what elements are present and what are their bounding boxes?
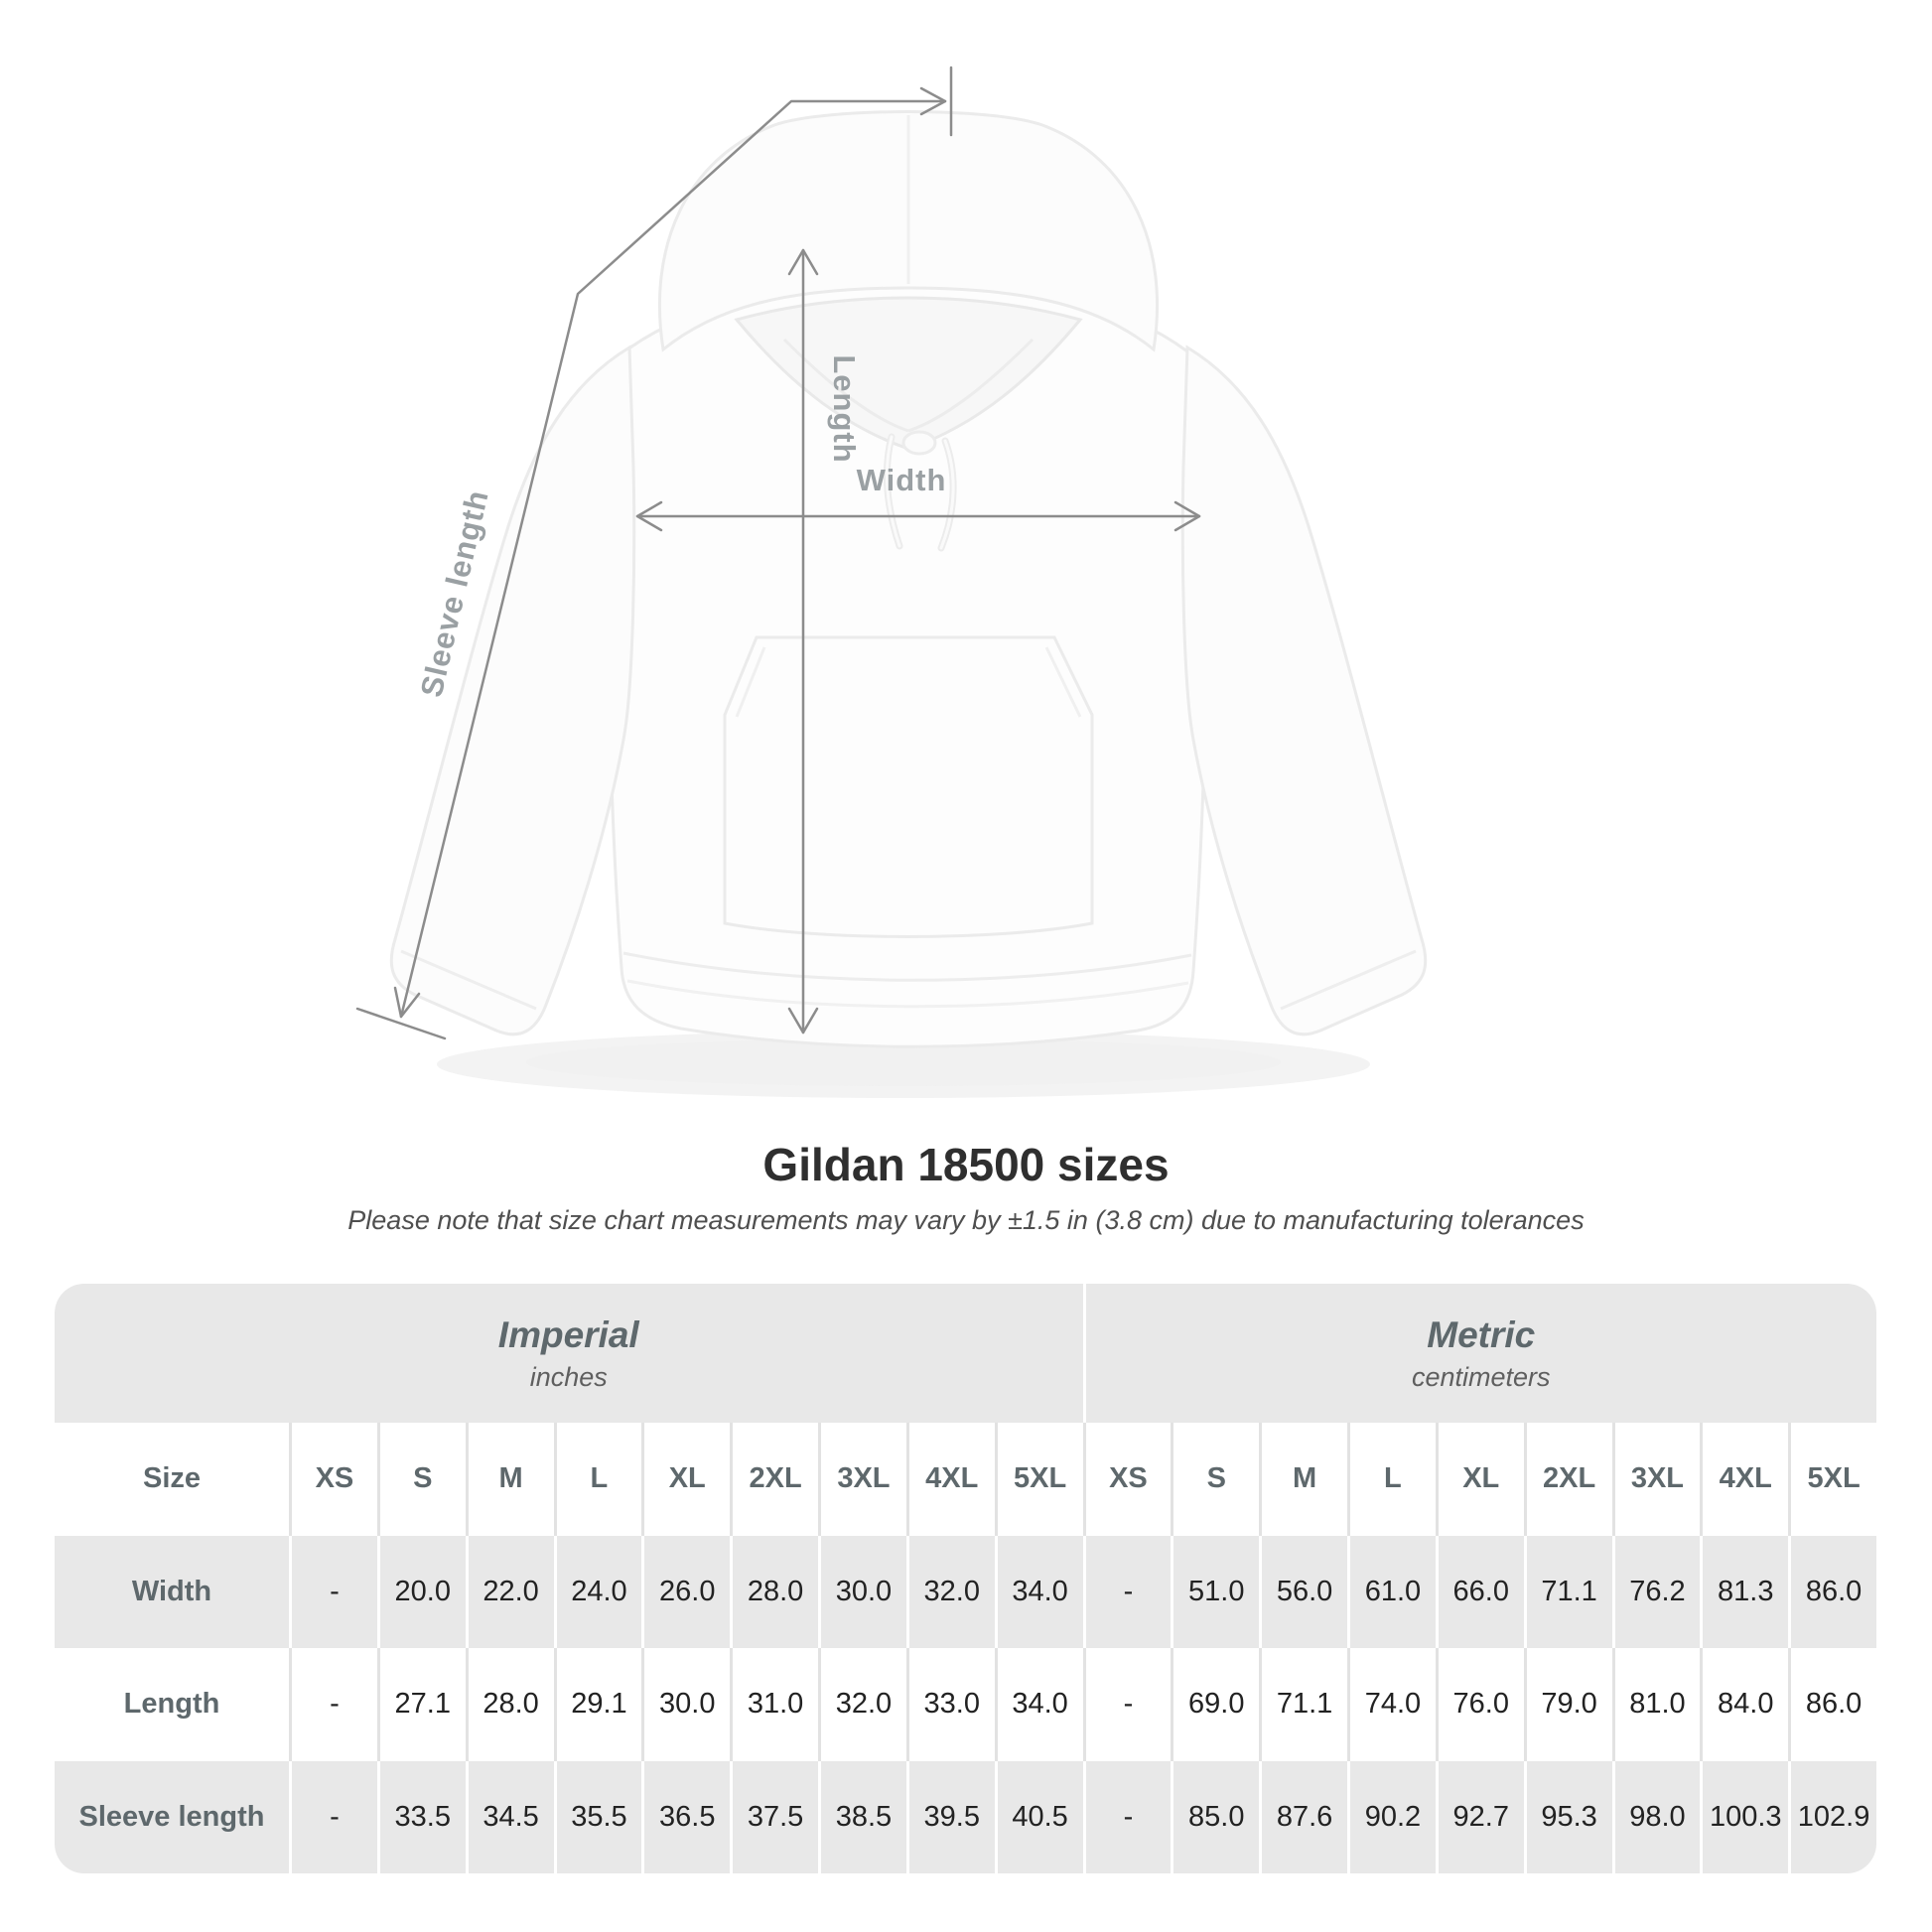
unit-sub: centimeters bbox=[1411, 1361, 1551, 1392]
hoodie-shadow bbox=[437, 1031, 1370, 1098]
size-header-cell: 4XL bbox=[1700, 1423, 1789, 1536]
table-cell: 86.0 bbox=[1788, 1535, 1876, 1648]
table-cell: 38.5 bbox=[818, 1760, 906, 1873]
table-cell: 87.6 bbox=[1259, 1760, 1347, 1873]
unit-header-imperial: Imperial inches bbox=[55, 1284, 1083, 1423]
table-cell: 51.0 bbox=[1171, 1535, 1260, 1648]
table-cell: 22.0 bbox=[465, 1535, 554, 1648]
width-arrow bbox=[635, 500, 1201, 532]
size-header-cell: S bbox=[376, 1423, 466, 1536]
unit-name: Metric bbox=[1427, 1313, 1536, 1355]
table-cell: - bbox=[1082, 1760, 1172, 1873]
table-cell: 81.0 bbox=[1611, 1648, 1701, 1761]
size-header-cell: 2XL bbox=[1523, 1423, 1612, 1536]
table-cell: 61.0 bbox=[1347, 1535, 1436, 1648]
table-cell: 32.0 bbox=[905, 1535, 995, 1648]
width-label: Width bbox=[857, 463, 947, 497]
table-cell: 34.5 bbox=[465, 1760, 554, 1873]
table-cell: 34.0 bbox=[994, 1535, 1083, 1648]
tolerance-note: Please note that size chart measurements… bbox=[347, 1205, 1585, 1235]
row-label-width: Width bbox=[55, 1535, 289, 1648]
measurement-arrows bbox=[355, 66, 1201, 1040]
row-label-sleeve-length: Sleeve length bbox=[55, 1760, 289, 1873]
table-cell: 33.5 bbox=[376, 1760, 466, 1873]
table-cell: 102.9 bbox=[1788, 1760, 1876, 1873]
size-header-cell: L bbox=[553, 1423, 642, 1536]
table-cell: 98.0 bbox=[1611, 1760, 1701, 1873]
table-cell: 40.5 bbox=[994, 1760, 1083, 1873]
size-table: Imperial inches Metric centimeters Size … bbox=[55, 1284, 1876, 1873]
table-cell: 27.1 bbox=[376, 1648, 466, 1761]
table-cell: 26.0 bbox=[641, 1535, 731, 1648]
size-header-cell: XS bbox=[289, 1423, 377, 1536]
table-cell: 20.0 bbox=[376, 1535, 466, 1648]
length-label: Length bbox=[827, 354, 862, 463]
size-header-cell: XL bbox=[641, 1423, 731, 1536]
page-title: Gildan 18500 sizes bbox=[762, 1139, 1170, 1190]
table-cell: 84.0 bbox=[1700, 1648, 1789, 1761]
size-column-header: Size bbox=[55, 1423, 289, 1536]
table-cell: 95.3 bbox=[1523, 1760, 1612, 1873]
table-cell: 37.5 bbox=[730, 1760, 818, 1873]
table-cell: 76.2 bbox=[1611, 1535, 1701, 1648]
size-header-cell: 5XL bbox=[1788, 1423, 1876, 1536]
table-cell: 92.7 bbox=[1435, 1760, 1524, 1873]
table-cell: 66.0 bbox=[1435, 1535, 1524, 1648]
size-header-cell: 3XL bbox=[818, 1423, 906, 1536]
size-header-cell: M bbox=[465, 1423, 554, 1536]
table-cell: 71.1 bbox=[1259, 1648, 1347, 1761]
length-arrow bbox=[787, 248, 819, 1035]
table-cell: 85.0 bbox=[1171, 1760, 1260, 1873]
table-cell: 28.0 bbox=[730, 1535, 818, 1648]
size-header-cell: 2XL bbox=[730, 1423, 818, 1536]
table-cell: 24.0 bbox=[553, 1535, 642, 1648]
table-cell: 36.5 bbox=[641, 1760, 731, 1873]
table-cell: 30.0 bbox=[818, 1535, 906, 1648]
table-cell: 71.1 bbox=[1523, 1535, 1612, 1648]
hoodie-measurement-diagram: Length Width Sleeve length bbox=[355, 66, 1428, 1098]
table-cell: - bbox=[289, 1535, 377, 1648]
table-cell: 100.3 bbox=[1700, 1760, 1789, 1873]
table-cell: 30.0 bbox=[641, 1648, 731, 1761]
unit-sub: inches bbox=[529, 1361, 608, 1392]
table-cell: 28.0 bbox=[465, 1648, 554, 1761]
table-cell: - bbox=[1082, 1648, 1172, 1761]
size-header-cell: L bbox=[1347, 1423, 1436, 1536]
size-header-cell: XS bbox=[1082, 1423, 1172, 1536]
cuff-tick bbox=[355, 1007, 447, 1040]
table-cell: 79.0 bbox=[1523, 1648, 1612, 1761]
size-header-cell: 3XL bbox=[1611, 1423, 1701, 1536]
table-cell: 76.0 bbox=[1435, 1648, 1524, 1761]
table-cell: 56.0 bbox=[1259, 1535, 1347, 1648]
size-header-cell: M bbox=[1259, 1423, 1347, 1536]
size-header-cell: 4XL bbox=[905, 1423, 995, 1536]
table-cell: 81.3 bbox=[1700, 1535, 1789, 1648]
row-label-length: Length bbox=[55, 1648, 289, 1761]
table-cell: 29.1 bbox=[553, 1648, 642, 1761]
size-header-cell: XL bbox=[1435, 1423, 1524, 1536]
table-cell: 31.0 bbox=[730, 1648, 818, 1761]
table-cell: 34.0 bbox=[994, 1648, 1083, 1761]
table-cell: 32.0 bbox=[818, 1648, 906, 1761]
unit-name: Imperial bbox=[497, 1313, 639, 1355]
table-cell: 90.2 bbox=[1347, 1760, 1436, 1873]
size-header-cell: S bbox=[1171, 1423, 1260, 1536]
table-cell: 86.0 bbox=[1788, 1648, 1876, 1761]
table-cell: 35.5 bbox=[553, 1760, 642, 1873]
table-cell: - bbox=[289, 1648, 377, 1761]
table-cell: 74.0 bbox=[1347, 1648, 1436, 1761]
size-header-cell: 5XL bbox=[994, 1423, 1083, 1536]
sleeve-length-arrow bbox=[355, 66, 953, 1040]
table-cell: - bbox=[289, 1760, 377, 1873]
table-cell: - bbox=[1082, 1535, 1172, 1648]
unit-header-metric: Metric centimeters bbox=[1082, 1284, 1876, 1423]
table-cell: 69.0 bbox=[1171, 1648, 1260, 1761]
table-cell: 39.5 bbox=[905, 1760, 995, 1873]
table-cell: 33.0 bbox=[905, 1648, 995, 1761]
hoodie-illustration bbox=[389, 110, 1428, 1048]
